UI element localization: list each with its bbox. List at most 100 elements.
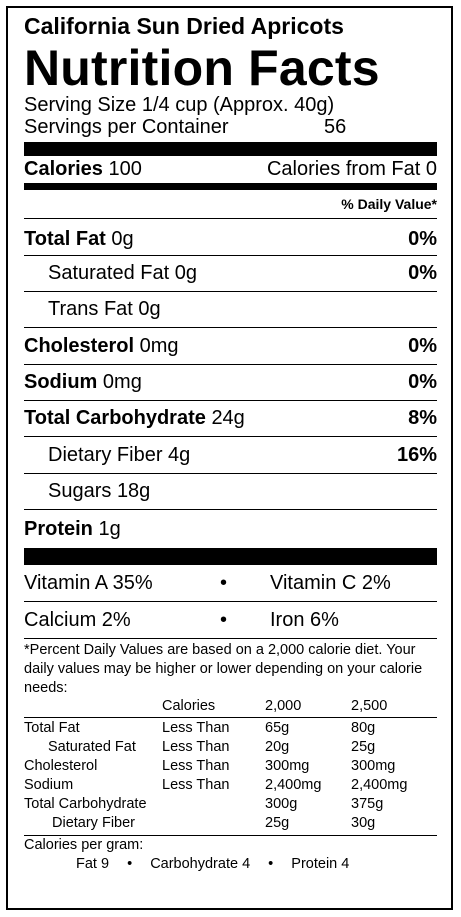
nutrient-dv: 16% bbox=[396, 443, 437, 466]
page-title: Nutrition Facts bbox=[24, 40, 380, 96]
calories-value: 100 bbox=[108, 158, 142, 180]
nutrition-label: California Sun Dried Apricots Nutrition … bbox=[6, 6, 453, 910]
nutrient-amount: 0g bbox=[138, 298, 161, 320]
nutrient-dv: 0% bbox=[408, 371, 437, 393]
product-name: California Sun Dried Apricots bbox=[24, 13, 344, 39]
bullet: • bbox=[220, 608, 228, 631]
table-cell: Saturated Fat bbox=[48, 739, 136, 755]
calories-label: Calories bbox=[24, 158, 103, 180]
nutrient-amount: 0g bbox=[174, 262, 197, 284]
nutrient-name: Total Carbohydrate bbox=[24, 407, 206, 429]
bullet: • bbox=[268, 856, 274, 872]
footnote-text: *Percent Daily Values are based on a 2,0… bbox=[24, 642, 423, 696]
calcium: Calcium 2% bbox=[24, 608, 131, 631]
nutrient-amount: 1g bbox=[98, 517, 121, 540]
table-cell: 300mg bbox=[351, 758, 396, 774]
divider bbox=[24, 717, 437, 718]
servings-per-container: Servings per Container 56 bbox=[24, 116, 437, 138]
table-row: Total Fat Less Than 65g 80g bbox=[24, 719, 407, 738]
nutrient-name: Sodium bbox=[24, 371, 98, 393]
nutrient-dv: 0% bbox=[408, 262, 437, 284]
footnote-section: *Percent Daily Values are based on a 2,0… bbox=[24, 641, 437, 874]
nutrient-row: Sugars 18g bbox=[24, 474, 437, 510]
nutrient-dv: 0% bbox=[408, 227, 437, 250]
table-cell: Less Than bbox=[162, 739, 230, 755]
dv-table-header-cell: 2,500 bbox=[351, 698, 388, 714]
vitamin-a: Vitamin A 35% bbox=[24, 571, 153, 594]
nutrient-amount: 24g bbox=[211, 407, 245, 429]
table-cell: Dietary Fiber bbox=[52, 815, 135, 831]
nutrient-row: Total Fat 0g 0% bbox=[24, 219, 437, 256]
nutrient-name: Cholesterol bbox=[24, 334, 135, 357]
table-cell: Less Than bbox=[162, 758, 230, 774]
table-cell: Less Than bbox=[162, 720, 230, 736]
dv-table-header-cell: 2,000 bbox=[265, 698, 302, 714]
nutrient-name: Saturated Fat bbox=[48, 262, 170, 284]
table-row: Cholesterol Less Than 300mg 300mg bbox=[24, 757, 407, 776]
divider bbox=[24, 835, 437, 836]
table-cell: Total Fat bbox=[24, 720, 80, 736]
nutrient-dv: 0% bbox=[408, 334, 437, 357]
servings-value: 56 bbox=[324, 116, 347, 138]
table-cell: 20g bbox=[265, 739, 290, 755]
table-cell: 300mg bbox=[265, 758, 310, 774]
nutrient-dv: 8% bbox=[408, 407, 437, 429]
nutrient-row: Trans Fat 0g bbox=[24, 292, 437, 328]
bullet: • bbox=[127, 856, 133, 872]
table-row: Total Carbohydrate 300g 375g bbox=[24, 795, 407, 814]
serving-size: Serving Size 1/4 cup (Approx. 40g) bbox=[24, 94, 335, 116]
servings-label: Servings per Container bbox=[24, 116, 229, 138]
vitamin-c: Vitamin C 2% bbox=[270, 571, 391, 594]
table-cell: 300g bbox=[265, 796, 298, 812]
calories-from-fat: Calories from Fat 0 bbox=[266, 158, 437, 180]
nutrient-row: Total Carbohydrate 24g 8% bbox=[24, 401, 437, 437]
bullet: • bbox=[220, 571, 228, 594]
dv-table-header-cell: Calories bbox=[162, 698, 216, 714]
divider-medium bbox=[24, 184, 437, 190]
vitamin-row: Calcium 2% • Iron 6% bbox=[24, 602, 437, 639]
table-cell: 2,400mg bbox=[351, 777, 408, 793]
nutrient-amount: 0mg bbox=[139, 334, 179, 357]
nutrient-name: Total Fat bbox=[24, 227, 106, 250]
nutrient-amount: 0g bbox=[111, 227, 134, 250]
daily-value-header: % Daily Value* bbox=[24, 190, 437, 219]
table-row: Saturated Fat Less Than 20g 25g bbox=[24, 738, 407, 757]
table-cell: Total Carbohydrate bbox=[24, 796, 147, 812]
cal-per-gram-carb: Carbohydrate 4 bbox=[150, 856, 251, 872]
nutrient-row: Dietary Fiber 4g 16% bbox=[24, 437, 437, 474]
cal-per-gram-protein: Protein 4 bbox=[291, 856, 350, 872]
nutrient-name: Trans Fat bbox=[48, 298, 133, 320]
dv-table-header: Calories 2,000 2,500 bbox=[24, 697, 387, 716]
nutrient-name: Sugars bbox=[48, 480, 112, 502]
cal-per-gram-fat: Fat 9 bbox=[76, 856, 110, 872]
dv-table: Total Fat Less Than 65g 80g Saturated Fa… bbox=[24, 719, 407, 833]
nutrient-row: Saturated Fat 0g 0% bbox=[24, 256, 437, 292]
vitamin-row: Vitamin A 35% • Vitamin C 2% bbox=[24, 565, 437, 602]
calories-per-gram-label: Calories per gram: bbox=[24, 837, 144, 853]
table-cell: Sodium bbox=[24, 777, 74, 793]
calories-per-gram: Fat 9 • Carbohydrate 4 • Protein 4 bbox=[24, 855, 437, 874]
table-cell: Cholesterol bbox=[24, 758, 98, 774]
nutrient-row: Sodium 0mg 0% bbox=[24, 365, 437, 401]
nutrient-amount: 18g bbox=[116, 480, 151, 502]
table-cell: 80g bbox=[351, 720, 376, 736]
table-row: Sodium Less Than 2,400mg 2,400mg bbox=[24, 776, 407, 795]
nutrient-row: Cholesterol 0mg 0% bbox=[24, 328, 437, 365]
divider-thick bbox=[24, 142, 437, 156]
table-cell: 65g bbox=[265, 720, 290, 736]
nutrient-amount: 4g bbox=[168, 443, 191, 466]
divider-thick bbox=[24, 548, 437, 565]
table-cell: 30g bbox=[351, 815, 376, 831]
table-cell: 375g bbox=[351, 796, 384, 812]
nutrient-amount: 0mg bbox=[102, 371, 142, 393]
nutrient-name: Protein bbox=[24, 517, 93, 540]
table-row: Dietary Fiber 25g 30g bbox=[24, 814, 407, 833]
iron: Iron 6% bbox=[270, 608, 339, 631]
table-cell: 25g bbox=[265, 815, 290, 831]
nutrient-row: Protein 1g bbox=[24, 510, 437, 548]
table-cell: 25g bbox=[351, 739, 376, 755]
calories-row: Calories 100 Calories from Fat 0 bbox=[24, 156, 437, 184]
table-cell: 2,400mg bbox=[265, 777, 322, 793]
nutrient-name: Dietary Fiber bbox=[48, 443, 163, 466]
table-cell: Less Than bbox=[162, 777, 230, 793]
